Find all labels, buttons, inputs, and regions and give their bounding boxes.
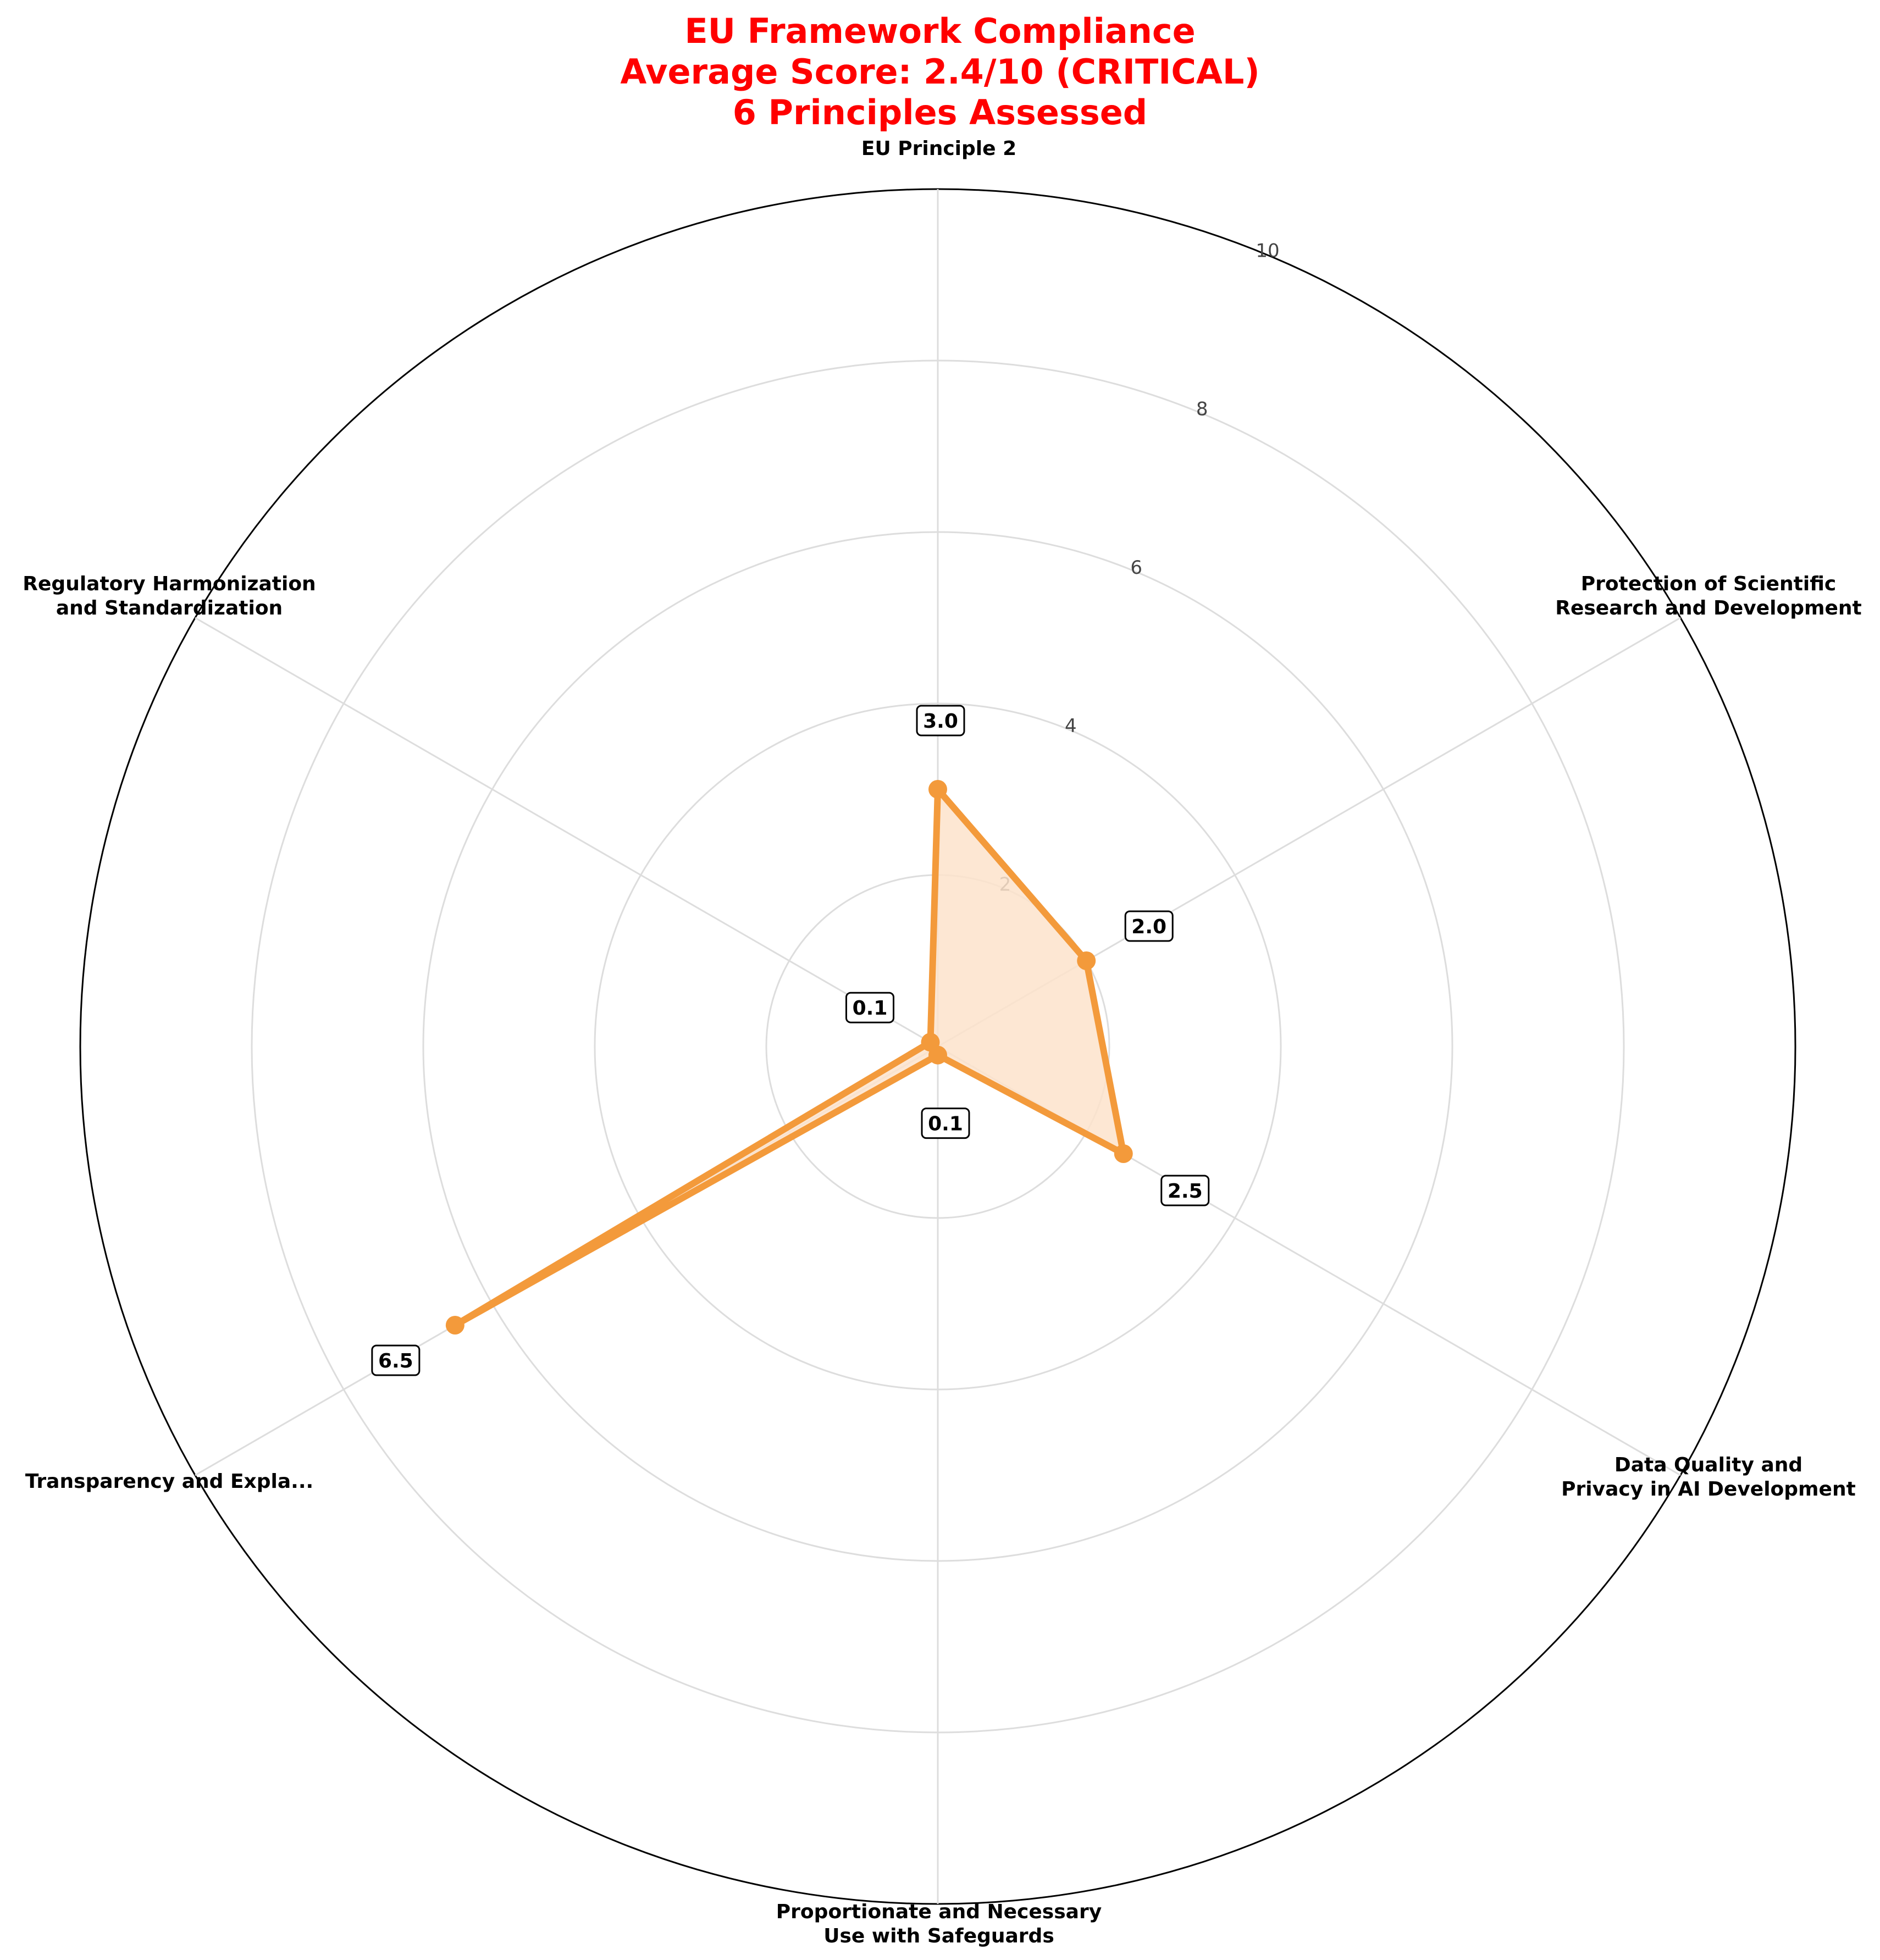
radial-tick-label: 4 — [1065, 715, 1077, 737]
value-label: 3.0 — [916, 705, 965, 737]
value-label: 2.0 — [1124, 910, 1174, 942]
category-label: EU Principle 2 — [861, 137, 1016, 160]
value-label: 6.5 — [371, 1344, 421, 1376]
category-label-line: Privacy in AI Development — [1561, 1478, 1856, 1501]
value-label-text: 6.5 — [378, 1350, 413, 1372]
value-label-box — [916, 705, 965, 737]
data-point — [921, 1033, 940, 1052]
chart-title-line: 6 Principles Assessed — [733, 92, 1147, 132]
category-label: Transparency and Expla... — [25, 1470, 313, 1493]
value-label-box — [845, 992, 894, 1023]
category-label-line: EU Principle 2 — [861, 137, 1016, 160]
series-layer — [445, 780, 1133, 1335]
value-label-box — [1160, 1175, 1210, 1206]
value-label: 0.1 — [845, 992, 894, 1023]
series-area — [455, 789, 1124, 1325]
data-point — [928, 780, 947, 799]
value-label: 0.1 — [921, 1108, 970, 1139]
category-label-line: Regulatory Harmonization — [23, 573, 316, 595]
value-label-box — [1124, 910, 1174, 942]
chart-title-line: EU Framework Compliance — [684, 11, 1195, 51]
category-label-line: and Standardization — [56, 597, 283, 619]
radial-tick-label: 10 — [1256, 240, 1279, 262]
value-label-text: 0.1 — [928, 1113, 963, 1136]
chart-title-line: Average Score: 2.4/10 (CRITICAL) — [620, 52, 1259, 92]
category-label-line: Use with Safeguards — [823, 1925, 1054, 1947]
value-label: 2.5 — [1160, 1175, 1210, 1206]
value-label-box — [371, 1344, 421, 1376]
data-point — [1114, 1144, 1133, 1163]
value-label-text: 3.0 — [923, 710, 958, 733]
radial-tick-label: 8 — [1196, 398, 1208, 420]
data-point — [445, 1316, 465, 1335]
category-labels: 3.0 2.0 2.5 0.1 6.5 0.1 EU Principle 2 Protecti… — [23, 137, 1861, 1947]
value-label-text: 0.1 — [853, 997, 888, 1020]
polar-spoke — [195, 617, 938, 1048]
category-label-line: Research and Development — [1555, 597, 1862, 619]
value-label-text: 2.0 — [1131, 916, 1166, 938]
radial-tick-label: 6 — [1130, 557, 1142, 579]
category-label-line: Transparency and Expla... — [25, 1470, 313, 1493]
category-label-line: Protection of Scientific — [1581, 573, 1836, 595]
data-point — [1077, 951, 1096, 970]
category-label-line: Proportionate and Necessary — [776, 1901, 1102, 1923]
value-label-text: 2.5 — [1168, 1180, 1203, 1203]
value-label-box — [921, 1108, 970, 1139]
category-label-line: Data Quality and — [1614, 1454, 1802, 1476]
